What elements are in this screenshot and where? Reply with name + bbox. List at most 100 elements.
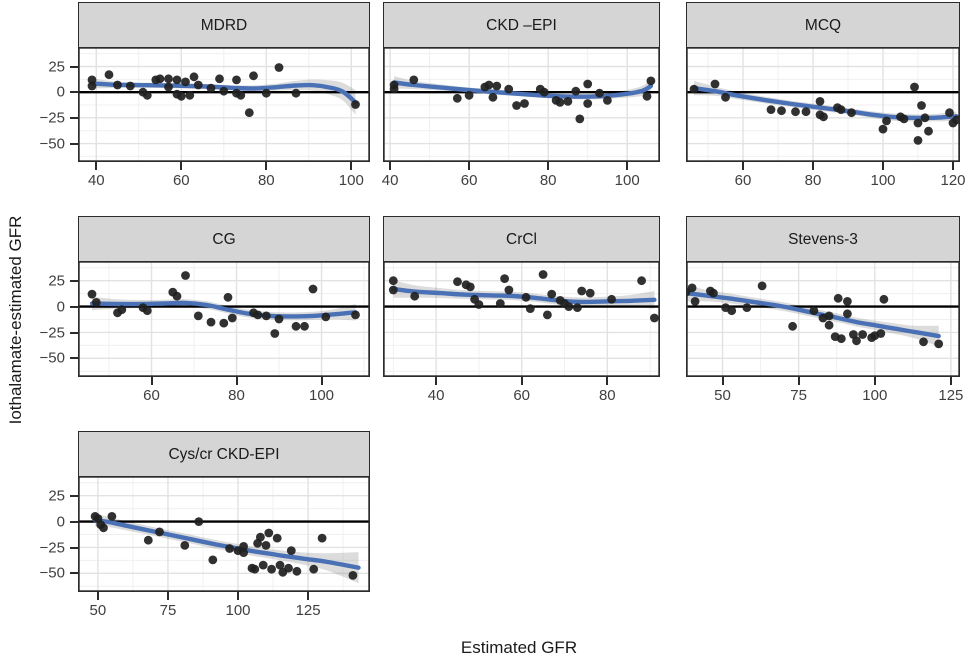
data-point (155, 527, 164, 537)
data-point (176, 91, 186, 101)
data-point (236, 90, 246, 100)
data-point (525, 304, 535, 313)
facet-title: CrCl (506, 230, 537, 248)
data-point (777, 106, 786, 116)
data-point (113, 80, 122, 90)
data-point (87, 289, 97, 299)
data-point (945, 108, 954, 118)
data-point (244, 108, 254, 118)
facet-title: MCQ (804, 16, 842, 34)
x-tick-mark (167, 592, 169, 600)
data-point (791, 107, 800, 117)
data-point (563, 97, 573, 106)
data-point (321, 312, 331, 322)
y-tick-label: 0 (56, 83, 65, 101)
x-tick-label: 120 (940, 172, 966, 189)
x-tick-label: 100 (862, 387, 888, 404)
y-tick-label: −25 (39, 324, 65, 341)
x-tick-label: 75 (159, 602, 177, 619)
data-point (492, 81, 502, 91)
x-tick-mark (797, 377, 800, 385)
x-tick-label: 125 (295, 602, 321, 619)
x-tick-mark (626, 162, 629, 170)
y-tick-mark (70, 546, 78, 549)
data-point (521, 292, 531, 302)
data-point (180, 541, 190, 550)
data-point (117, 305, 127, 315)
data-point (348, 571, 358, 580)
data-point (603, 96, 612, 105)
data-point (836, 105, 846, 114)
y-tick-mark (70, 520, 78, 523)
x-tick-mark (265, 162, 268, 170)
data-point (291, 321, 301, 331)
data-point (410, 291, 420, 301)
data-point (815, 97, 825, 106)
data-point (261, 541, 271, 550)
data-point (836, 334, 846, 344)
data-point (291, 88, 301, 98)
data-point (833, 293, 843, 303)
data-point (249, 71, 258, 81)
data-point (690, 297, 700, 306)
x-tick-mark (237, 592, 239, 600)
y-tick-label: −50 (39, 349, 65, 367)
x-tick-mark (606, 377, 609, 385)
data-point (642, 91, 652, 101)
data-point (206, 83, 216, 93)
data-point (239, 542, 249, 551)
data-point (555, 98, 565, 107)
data-point (351, 100, 360, 109)
data-point (284, 563, 293, 573)
data-point (727, 306, 737, 316)
data-point (919, 337, 928, 347)
facet-title: Stevens-3 (788, 230, 858, 248)
data-point (646, 76, 656, 86)
data-point (181, 271, 190, 280)
data-point (181, 77, 190, 87)
data-point (650, 313, 659, 323)
data-point (520, 99, 529, 108)
panel-plot-mdrd (78, 47, 370, 162)
data-point (261, 311, 271, 321)
data-point (453, 277, 462, 287)
data-point (223, 292, 233, 302)
data-point (924, 126, 933, 136)
data-point (913, 118, 923, 128)
data-point (232, 75, 241, 85)
x-tick-label: 80 (257, 172, 275, 189)
data-point (512, 101, 521, 110)
data-point (766, 105, 776, 114)
data-point (710, 79, 720, 89)
data-point (206, 317, 216, 327)
data-point (575, 114, 585, 124)
data-point (155, 74, 165, 84)
data-point (879, 294, 889, 304)
x-tick-label: 80 (539, 172, 557, 189)
data-point (125, 81, 135, 91)
y-tick-mark (70, 116, 78, 119)
x-tick-label: 100 (614, 172, 640, 189)
y-tick-mark (70, 357, 78, 360)
loess-smooth-line (391, 80, 654, 99)
data-point (91, 298, 101, 307)
x-tick-label: 100 (308, 387, 335, 404)
data-point (164, 74, 173, 84)
x-tick-mark (520, 377, 523, 385)
data-point (689, 84, 699, 94)
data-point (250, 564, 260, 574)
data-point (253, 310, 263, 320)
y-tick-mark (70, 305, 78, 308)
x-tick-label: 40 (87, 172, 105, 189)
y-tick-mark (70, 279, 78, 282)
panel-plot-crcl (383, 261, 660, 377)
x-tick-label: 50 (89, 602, 107, 619)
data-point (193, 311, 203, 321)
x-tick-label: 100 (225, 602, 251, 619)
x-tick-mark (952, 162, 954, 170)
loess-smooth-line (391, 286, 657, 305)
x-tick-label: 100 (338, 172, 364, 189)
data-point (539, 87, 549, 97)
x-tick-label: 60 (460, 172, 478, 189)
